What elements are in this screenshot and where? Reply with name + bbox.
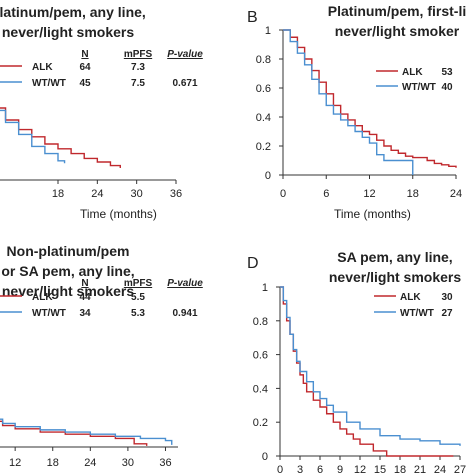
stat-header: N xyxy=(81,278,88,289)
y-tick-label: 0.2 xyxy=(256,141,271,153)
y-tick-label: 0.8 xyxy=(256,54,271,66)
p-value: 0.671 xyxy=(172,78,197,89)
y-tick-label: 0 xyxy=(265,170,271,182)
p-value: 0.941 xyxy=(172,308,197,319)
legend-label: WT/WT xyxy=(400,308,434,319)
x-tick-label: 30 xyxy=(131,188,143,200)
legend-label: ALK xyxy=(402,67,423,78)
x-tick-label: 0 xyxy=(280,188,286,200)
x-axis-label: Time (months) xyxy=(80,207,157,221)
x-tick-label: 15 xyxy=(374,464,386,474)
km-curve-wt-wt xyxy=(283,29,414,175)
x-tick-label: 24 xyxy=(84,457,96,469)
x-tick-label: 36 xyxy=(159,457,171,469)
legend-label: WT/WT xyxy=(32,78,66,89)
chart-title-line: or SA pem, any line, xyxy=(1,263,134,279)
x-tick-label: 3 xyxy=(297,464,303,474)
x-tick-label: 18 xyxy=(407,188,419,200)
x-tick-label: 24 xyxy=(91,188,103,200)
stat-header: mPFS xyxy=(124,278,153,289)
x-tick-label: 12 xyxy=(363,188,375,200)
y-tick-label: 0.8 xyxy=(253,316,268,328)
x-tick-label: 18 xyxy=(47,457,59,469)
x-tick-label: 12 xyxy=(9,457,21,469)
legend-label: WT/WT xyxy=(32,308,66,319)
legend-label: ALK xyxy=(32,292,53,303)
legend-n: 53 xyxy=(441,67,453,78)
panel-label: D xyxy=(247,255,259,272)
legend-mpfs: 5.5 xyxy=(131,292,145,303)
y-tick-label: 0.4 xyxy=(253,383,268,395)
y-tick-label: 0 xyxy=(262,451,268,463)
legend-label: ALK xyxy=(32,62,53,73)
km-curve-alk xyxy=(283,29,457,168)
stat-header: mPFS xyxy=(124,49,153,60)
x-tick-label: 0 xyxy=(277,464,283,474)
legend-mpfs: 7.3 xyxy=(131,62,145,73)
legend-n: 30 xyxy=(441,292,453,303)
legend-label: WT/WT xyxy=(402,82,436,93)
x-tick-label: 12 xyxy=(354,464,366,474)
x-axis-label: Time (months) xyxy=(334,207,411,221)
y-tick-label: 0.6 xyxy=(256,83,271,95)
km-curve-wt-wt xyxy=(0,418,173,445)
chart-title-line: Platinum/pem, first-li xyxy=(328,3,466,19)
y-tick-label: 0.2 xyxy=(253,417,268,429)
stat-header: P-value xyxy=(167,49,203,60)
x-tick-label: 18 xyxy=(394,464,406,474)
km-curve-wt-wt xyxy=(0,109,66,164)
chart-title-line: never/light smokers xyxy=(329,269,461,285)
km-curve-wt-wt xyxy=(280,286,461,446)
x-tick-label: 30 xyxy=(122,457,134,469)
y-tick-label: 1 xyxy=(265,25,271,37)
chart-title-line: Non-platinum/pem xyxy=(7,243,130,259)
chart-title-line: never/light smoker xyxy=(335,23,460,39)
legend-n: 27 xyxy=(441,308,453,319)
km-curve-alk xyxy=(0,107,121,168)
legend-n: 44 xyxy=(79,292,91,303)
legend-n: 34 xyxy=(79,308,91,319)
x-tick-label: 9 xyxy=(337,464,343,474)
legend-mpfs: 7.5 xyxy=(131,78,145,89)
legend-mpfs: 5.3 xyxy=(131,308,145,319)
legend-label: ALK xyxy=(400,292,421,303)
stat-header: N xyxy=(81,49,88,60)
chart-title-line: never/light smokers xyxy=(2,283,134,299)
x-tick-label: 21 xyxy=(414,464,426,474)
x-tick-label: 36 xyxy=(170,188,182,200)
x-tick-label: 6 xyxy=(317,464,323,474)
stat-header: P-value xyxy=(167,278,203,289)
x-tick-label: 27 xyxy=(454,464,466,474)
panel-label: B xyxy=(247,9,258,26)
x-tick-label: 18 xyxy=(52,188,64,200)
y-tick-label: 0.6 xyxy=(253,350,268,362)
y-tick-label: 0.4 xyxy=(256,112,271,124)
legend-n: 64 xyxy=(79,62,91,73)
x-tick-label: 6 xyxy=(323,188,329,200)
x-tick-label: 24 xyxy=(434,464,446,474)
legend-n: 45 xyxy=(79,78,91,89)
chart-title-line: SA pem, any line, xyxy=(337,249,452,265)
chart-title-line: never/light smokers xyxy=(2,24,134,40)
chart-title-line: Platinum/pem, any line, xyxy=(0,4,146,20)
x-tick-label: 24 xyxy=(450,188,462,200)
legend-n: 40 xyxy=(441,82,453,93)
km-curve-alk xyxy=(0,420,148,446)
y-tick-label: 1 xyxy=(262,282,268,294)
